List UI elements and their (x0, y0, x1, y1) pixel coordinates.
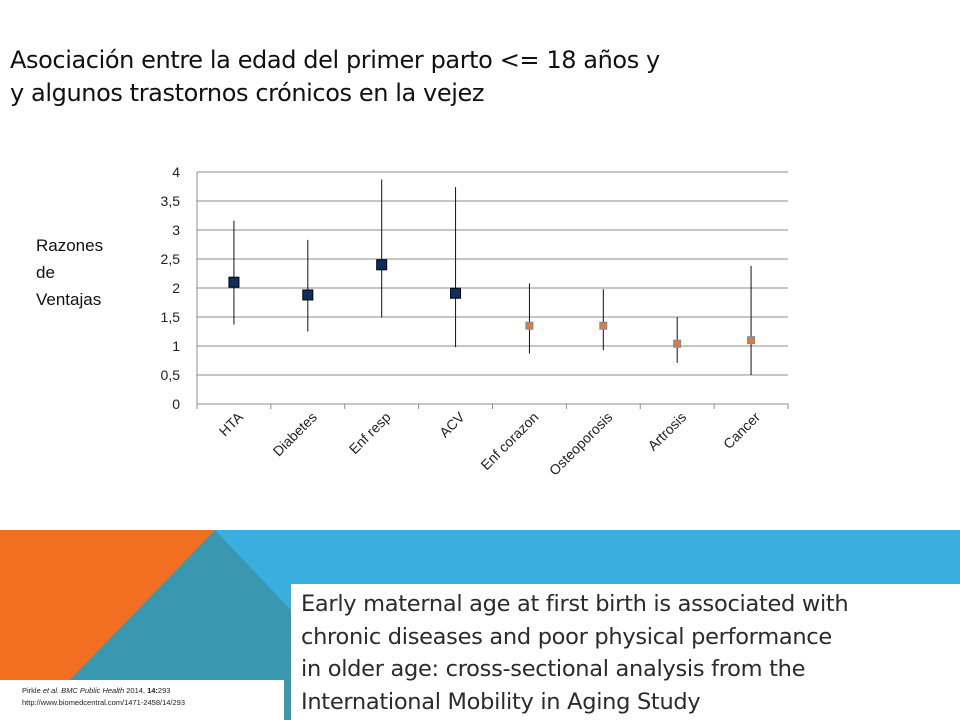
data-point (599, 321, 608, 330)
reference-year: 2014, (124, 686, 148, 695)
odds-ratio-chart: 0 0,5 1 1,5 2 2,5 3 3,5 4 HTA Diabetes Enf resp ACV E… (161, 164, 789, 479)
data-point (450, 287, 462, 299)
data-point (228, 276, 240, 288)
slide-title: Asociación entre la edad del primer part… (10, 44, 810, 110)
reference-author: Pirkle (22, 686, 43, 695)
x-tick-label: Enf resp (346, 409, 394, 457)
reference-url[interactable]: http://www.biomedcentral.com/1471-2458/1… (22, 698, 186, 707)
paper-title-box: Early maternal age at first birth is ass… (291, 584, 960, 720)
data-point (673, 339, 682, 348)
x-tick-label: Artrosis (644, 409, 689, 454)
paper-title-line-4: International Mobility in Aging Study (301, 688, 701, 715)
reference-journal: et al. BMC Public Health (42, 686, 125, 695)
paper-title-line-3: in older age: cross-sectional analysis f… (301, 656, 806, 682)
y-tick-label: 1 (172, 338, 180, 354)
slide-title-line-2: y algunos trastornos crónicos en la veje… (10, 79, 485, 107)
y-tick-label: 1,5 (161, 309, 181, 325)
x-tick-label: Osteoporosis (546, 409, 616, 479)
y-tick-label: 2 (172, 280, 180, 296)
y-tick-label: 3 (172, 222, 180, 238)
article-reference: Pirkle et al. BMC Public Health 2014, 14… (0, 680, 284, 720)
x-tick-label: Diabetes (270, 409, 320, 459)
data-point (302, 289, 314, 301)
y-axis-label-line-3: Ventajas (36, 290, 102, 309)
y-tick-label: 4 (172, 164, 180, 180)
y-axis-label-line-1: Razones (36, 236, 104, 255)
y-tick-label: 0,5 (161, 367, 181, 383)
data-point (525, 321, 534, 330)
y-tick-label: 2,5 (161, 251, 181, 267)
banner-orange-triangle (0, 530, 215, 720)
x-tick-label: ACV (436, 408, 468, 440)
x-tick-label: HTA (216, 408, 247, 439)
y-tick-label: 3,5 (161, 193, 181, 209)
paper-title-line-2: chronic diseases and poor physical perfo… (301, 623, 832, 650)
x-tick-label: Cancer (720, 409, 763, 452)
reference-page: 293 (157, 686, 171, 695)
x-tick-label: Enf corazon (477, 409, 541, 473)
paper-title-line-1: Early maternal age at first birth is ass… (301, 591, 849, 617)
y-axis-label: Razones de Ventajas (36, 232, 136, 313)
data-point (376, 259, 388, 271)
slide-title-line-1: Asociación entre la edad del primer part… (10, 46, 660, 74)
y-axis-label-line-2: de (36, 263, 55, 282)
reference-line-1: Pirkle et al. BMC Public Health 2014, 14… (22, 685, 284, 697)
reference-volume: 14: (147, 686, 158, 695)
data-point (747, 336, 756, 345)
y-tick-label: 0 (172, 396, 180, 412)
